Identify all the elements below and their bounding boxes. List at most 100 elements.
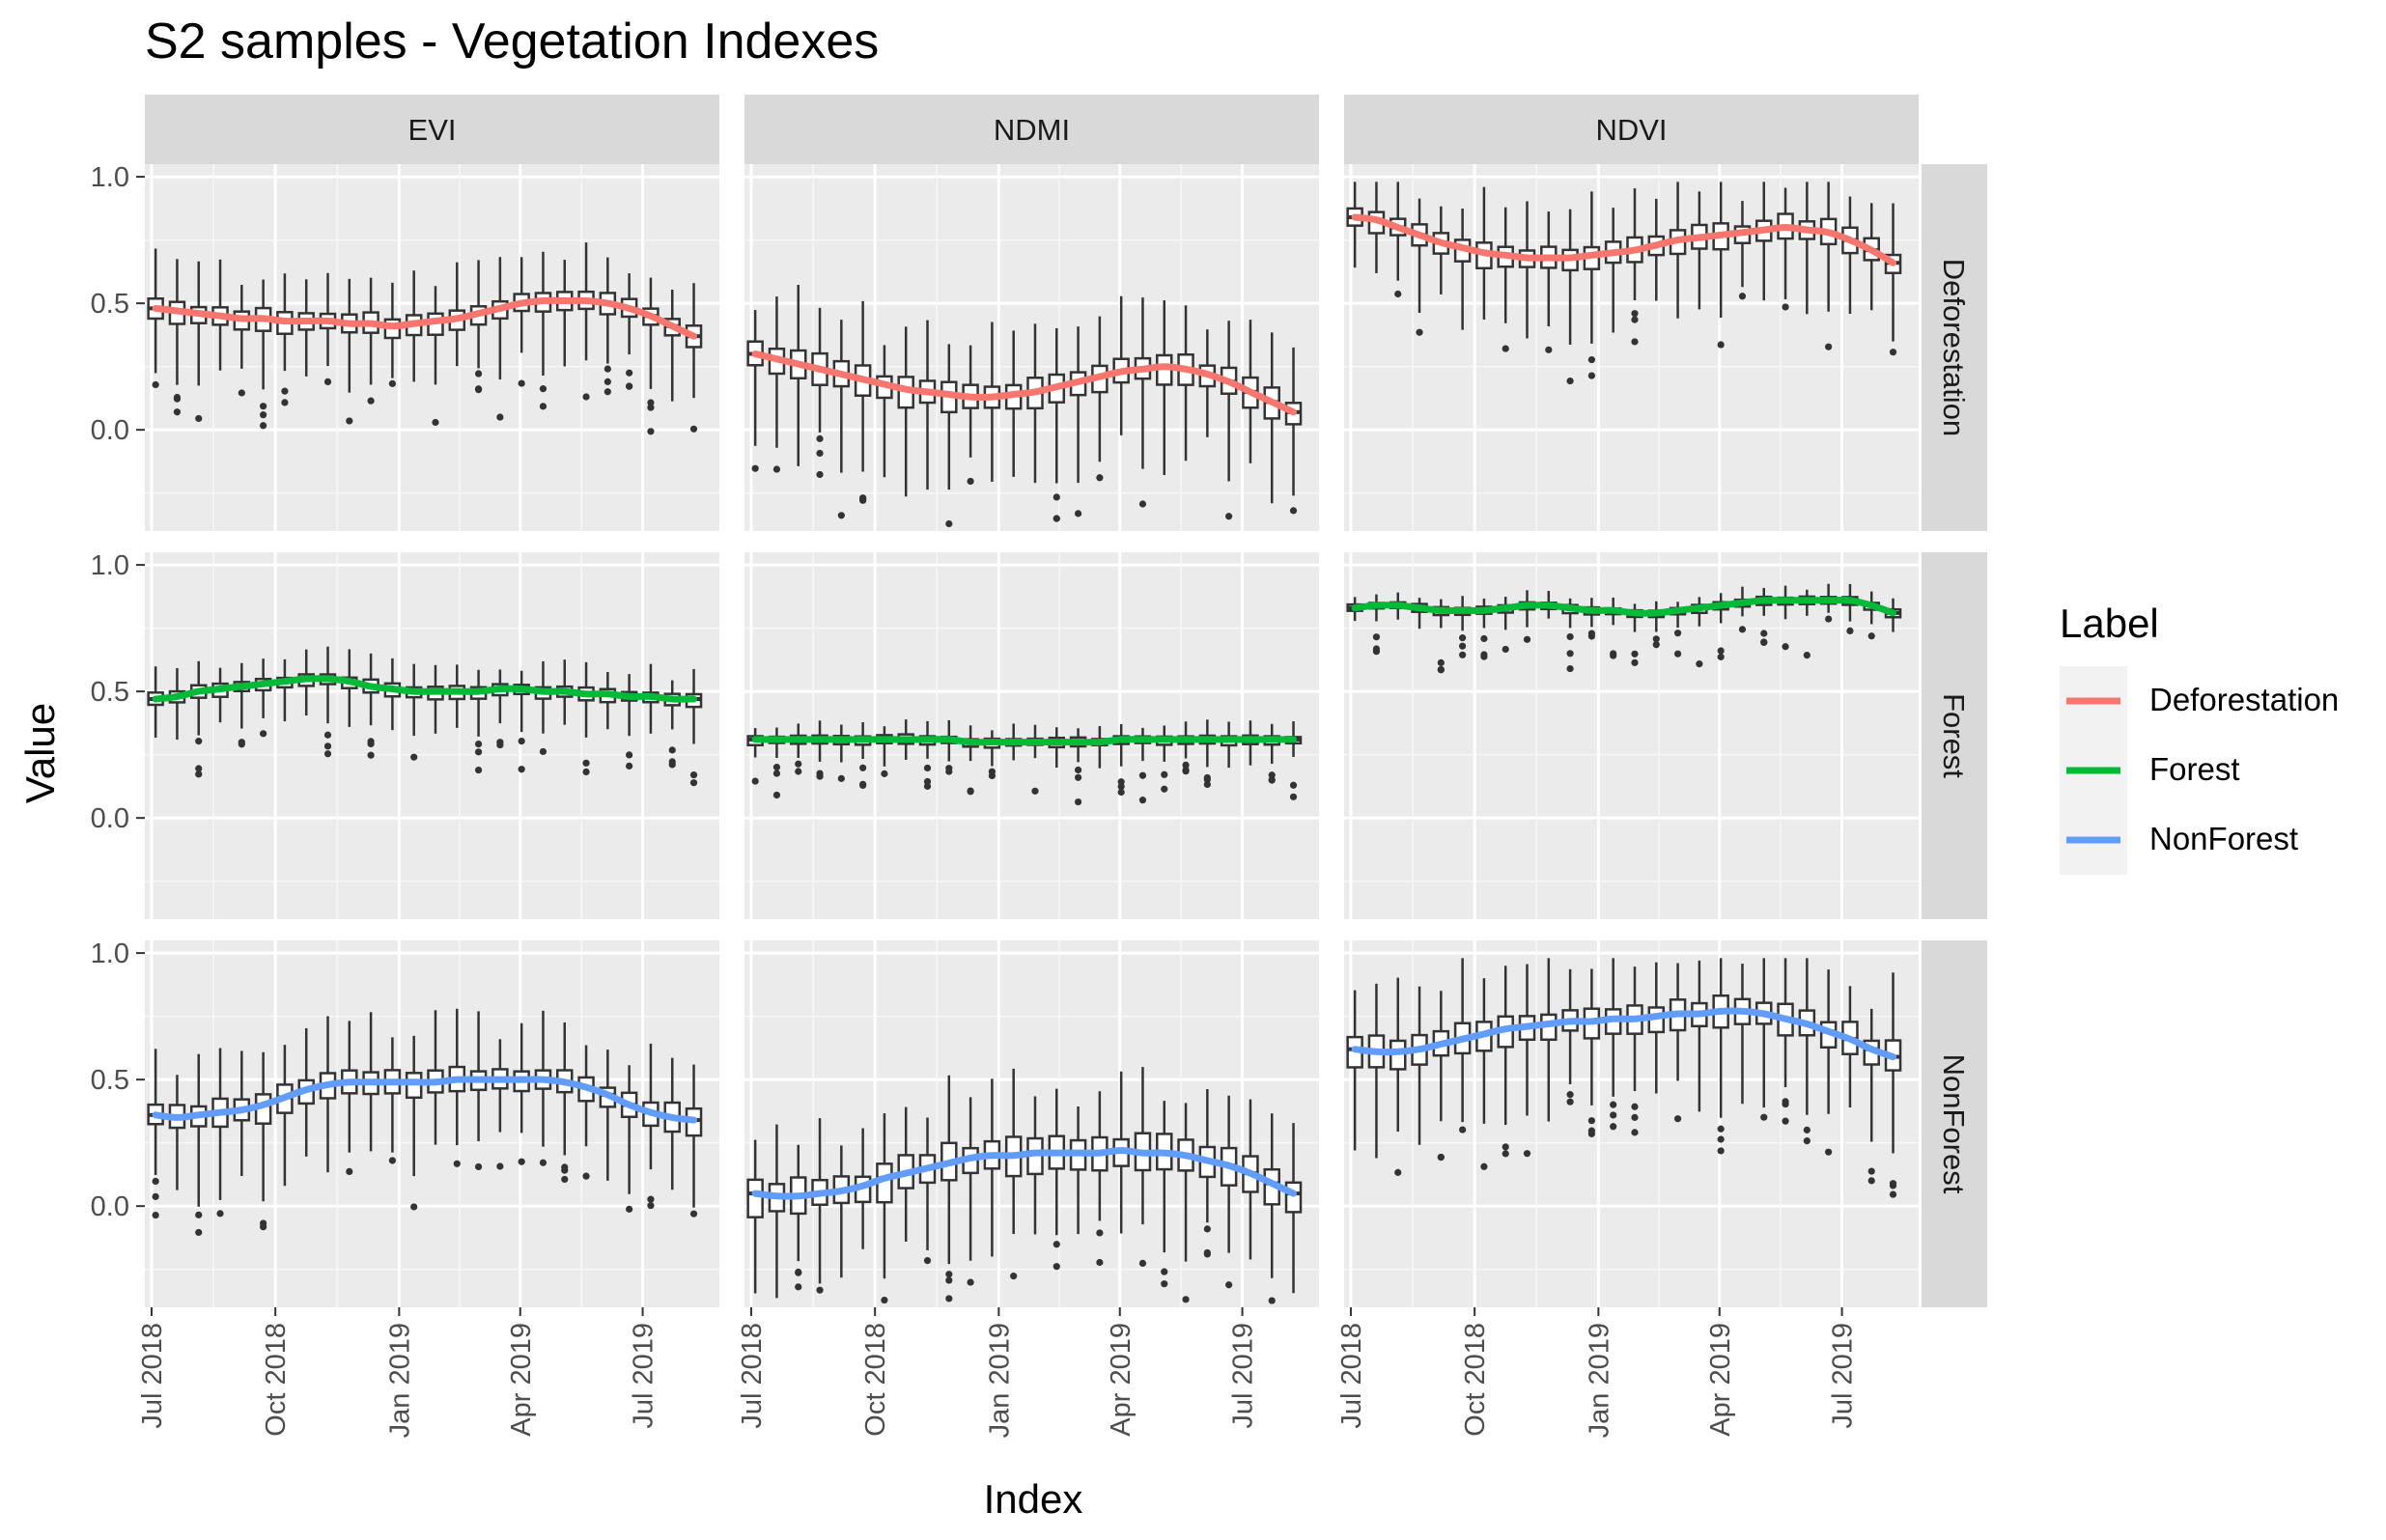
outlier-point bbox=[346, 1167, 353, 1175]
outlier-point bbox=[1053, 1263, 1060, 1271]
outlier-point bbox=[1782, 1117, 1789, 1125]
outlier-point bbox=[1480, 653, 1488, 660]
outlier-point bbox=[323, 731, 332, 739]
outlier-point bbox=[1889, 349, 1897, 356]
x-tick-label: Jul 2019 bbox=[1228, 1323, 1259, 1429]
outlier-point bbox=[1182, 761, 1190, 769]
outlier-point bbox=[1782, 643, 1789, 651]
outlier-point bbox=[1459, 634, 1467, 642]
outlier-point bbox=[388, 1157, 396, 1164]
outlier-point bbox=[496, 1162, 504, 1170]
outlier-point bbox=[923, 782, 932, 790]
outlier-point bbox=[453, 1160, 461, 1167]
outlier-point bbox=[1673, 1115, 1682, 1123]
outlier-point bbox=[647, 428, 655, 435]
outlier-point bbox=[945, 1295, 953, 1302]
outlier-point bbox=[260, 422, 267, 430]
outlier-point bbox=[582, 393, 590, 401]
outlier-point bbox=[1566, 377, 1574, 385]
outlier-point bbox=[346, 417, 353, 425]
outlier-point bbox=[1459, 1126, 1467, 1134]
outlier-point bbox=[967, 1278, 974, 1286]
outlier-point bbox=[988, 768, 996, 775]
outlier-point bbox=[881, 1296, 888, 1304]
outlier-point bbox=[1161, 785, 1168, 793]
y-tick-label: 1.0 bbox=[91, 550, 129, 581]
strip-background bbox=[1344, 95, 1919, 164]
facet-panel bbox=[1344, 552, 1919, 919]
outlier-point bbox=[945, 1271, 953, 1278]
outlier-point bbox=[582, 768, 590, 776]
panel-background bbox=[145, 940, 719, 1307]
outlier-point bbox=[1631, 338, 1639, 346]
outlier-point bbox=[518, 1158, 525, 1165]
facet-panel: 0.0 0.5 1.0 bbox=[91, 550, 719, 919]
outlier-point bbox=[689, 779, 698, 787]
outlier-point bbox=[1631, 1103, 1639, 1110]
outlier-point bbox=[260, 403, 267, 410]
outlier-point bbox=[1096, 1229, 1104, 1237]
outlier-point bbox=[1372, 645, 1381, 653]
facet-panel: Jul 2018 Oct 2018 Jan 2019 Apr 2019 Jul 2019 bbox=[737, 940, 1319, 1438]
legend-item-forest: Forest bbox=[2060, 736, 2240, 805]
outlier-point bbox=[367, 738, 375, 745]
outlier-point bbox=[518, 766, 525, 773]
outlier-point bbox=[1717, 1125, 1725, 1133]
outlier-point bbox=[816, 449, 824, 458]
strip-label: EVI bbox=[408, 113, 457, 147]
outlier-point bbox=[1566, 1098, 1574, 1106]
boxplot bbox=[811, 1118, 828, 1294]
outlier-point bbox=[1225, 1281, 1233, 1289]
outlier-point bbox=[1138, 771, 1147, 779]
outlier-point bbox=[1825, 343, 1833, 350]
outlier-point bbox=[1203, 773, 1211, 782]
outlier-point bbox=[388, 379, 396, 387]
outlier-point bbox=[238, 741, 245, 748]
outlier-point bbox=[1566, 632, 1574, 641]
outlier-point bbox=[582, 1172, 590, 1180]
outlier-point bbox=[195, 1228, 203, 1237]
outlier-point bbox=[1673, 630, 1682, 637]
outlier-point bbox=[1738, 626, 1747, 633]
x-tick-label: Jul 2019 bbox=[629, 1323, 660, 1429]
y-tick-label: 1.0 bbox=[91, 938, 129, 969]
legend-item-nonforest: NonForest bbox=[2060, 805, 2298, 875]
outlier-point bbox=[1203, 1248, 1211, 1257]
outlier-point bbox=[216, 1210, 224, 1218]
outlier-point bbox=[859, 781, 867, 790]
outlier-point bbox=[1587, 1117, 1595, 1125]
outlier-point bbox=[1867, 632, 1875, 640]
outlier-point bbox=[1610, 1111, 1617, 1119]
x-tick-label: Oct 2018 bbox=[860, 1323, 891, 1437]
outlier-point bbox=[689, 1210, 698, 1218]
outlier-point bbox=[474, 740, 483, 748]
legend-label: NonForest bbox=[2149, 821, 2298, 856]
outlier-point bbox=[859, 764, 867, 771]
facet-strip-ndvi: NDVI bbox=[1344, 95, 1919, 164]
outlier-point bbox=[539, 1159, 547, 1166]
boxplot bbox=[1712, 182, 1729, 349]
outlier-point bbox=[1566, 650, 1574, 658]
outlier-point bbox=[1161, 1280, 1168, 1288]
outlier-point bbox=[816, 772, 824, 780]
outlier-point bbox=[1182, 1296, 1190, 1303]
outlier-point bbox=[626, 1205, 633, 1213]
x-tick-label: Oct 2018 bbox=[1460, 1323, 1491, 1437]
panel-background bbox=[744, 164, 1319, 531]
facet-panel bbox=[744, 552, 1319, 919]
y-tick-label: 0.0 bbox=[91, 803, 129, 834]
outlier-point bbox=[152, 1192, 159, 1200]
outlier-point bbox=[1867, 1167, 1875, 1175]
outlier-point bbox=[1652, 641, 1660, 649]
outlier-point bbox=[1182, 766, 1190, 774]
outlier-point bbox=[474, 385, 483, 394]
boxplot bbox=[854, 300, 872, 504]
outlier-point bbox=[1566, 664, 1574, 673]
chart-title: S2 samples - Vegetation Indexes bbox=[145, 14, 879, 70]
y-tick-label: 0.5 bbox=[91, 1065, 129, 1096]
outlier-point bbox=[323, 378, 332, 385]
outlier-point bbox=[1652, 635, 1660, 643]
outlier-point bbox=[1523, 1150, 1531, 1158]
outlier-point bbox=[1587, 1127, 1595, 1134]
outlier-point bbox=[626, 762, 633, 770]
